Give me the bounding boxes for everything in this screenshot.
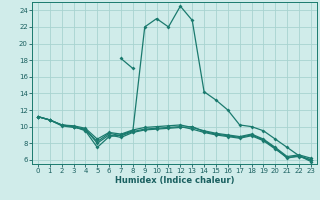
X-axis label: Humidex (Indice chaleur): Humidex (Indice chaleur) — [115, 176, 234, 185]
